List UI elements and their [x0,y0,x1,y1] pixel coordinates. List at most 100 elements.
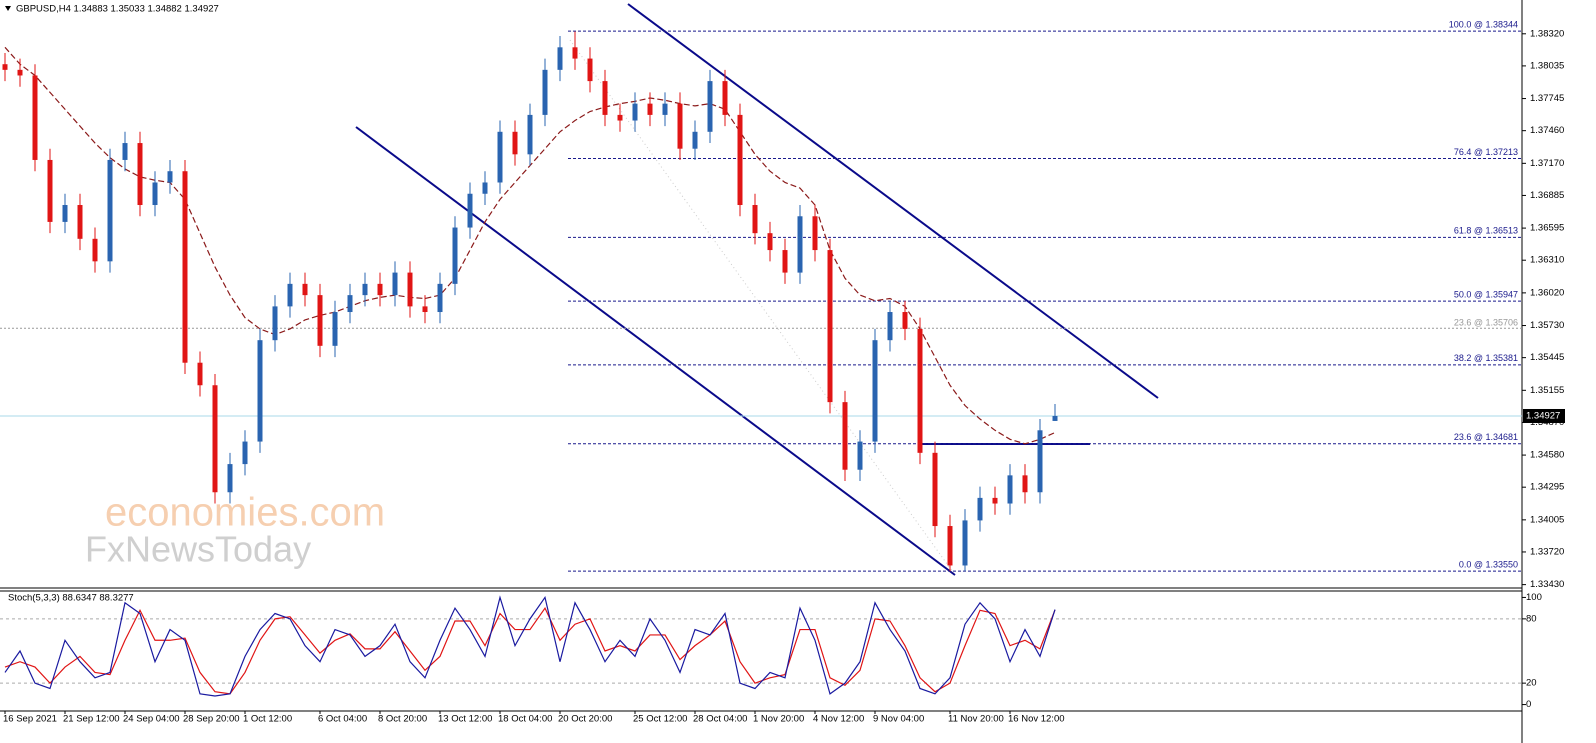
candle-body [302,283,308,296]
y-tick-label: 1.34580 [1530,450,1564,461]
candle-body [77,205,83,239]
candle-body [752,205,758,234]
candle-body [347,295,353,313]
x-tick-label: 6 Oct 04:00 [318,714,367,725]
candle-body [272,306,278,341]
candle-body [197,362,203,386]
x-tick-label: 20 Oct 20:00 [558,714,612,725]
y-tick-label: 1.35155 [1530,385,1564,396]
indicator-header: Stoch(5,3,3) 88.6347 88.3277 [8,593,134,604]
y-tick-label: 1.33430 [1530,579,1564,590]
candle-body [632,103,638,121]
y-tick-label: 1.38320 [1530,28,1564,39]
fib-label: 100.0 @ 1.38344 [1449,19,1518,29]
candle-body [572,47,578,59]
candle-body [512,131,518,155]
y-tick-label: 1.35445 [1530,352,1564,363]
candle-body [797,216,803,273]
candle-body [422,306,428,313]
stoch-d-line [4,606,1056,695]
stoch-k-line [4,595,1056,697]
symbol-header: GBPUSD,H4 1.34883 1.35033 1.34882 1.3492… [16,4,219,15]
x-tick-label: 16 Sep 2021 [3,714,57,725]
candle-body [47,159,53,222]
candle-body [857,441,863,470]
candle-body [887,312,893,341]
candle-body [92,238,98,262]
candle-body [617,114,623,121]
fib-label: 23.6 @ 1.35706 [1454,318,1518,328]
candle-body [257,340,263,442]
candle-body [392,272,398,296]
current-price-box [1523,408,1565,423]
candle-body [692,131,698,149]
candle-body [107,159,113,262]
candle-body [917,328,923,453]
candle-body [452,227,458,284]
candle-body [1052,415,1058,421]
channel-upper [627,3,1159,399]
candle-body [1022,475,1028,493]
current-price-label: 1.34927 [1526,411,1560,422]
candle-body [932,452,938,527]
fib-label: 61.8 @ 1.36513 [1454,226,1518,236]
candle-body [947,526,953,566]
candle-body [902,312,908,329]
candle-body [767,233,773,251]
candle-body [227,464,233,493]
menu-arrow [5,6,11,11]
candle-body [722,81,728,115]
y-tick-label: 1.36595 [1530,223,1564,234]
y-tick-label: 20 [1526,678,1537,689]
candle-body [842,402,848,470]
x-tick-label: 28 Oct 04:00 [693,714,747,725]
candle-body [137,143,143,206]
candle-body [962,520,968,566]
candle-body [32,75,38,160]
y-tick-label: 1.37170 [1530,158,1564,169]
y-tick-label: 1.34005 [1530,514,1564,525]
y-tick-label: 1.36020 [1530,287,1564,298]
y-tick-label: 1.35730 [1530,320,1564,331]
candle-body [182,171,188,363]
y-tick-label: 1.37460 [1530,125,1564,136]
x-tick-label: 25 Oct 12:00 [633,714,687,725]
fib-label: 76.4 @ 1.37213 [1454,147,1518,157]
y-tick-label: 1.38035 [1530,60,1564,71]
fib-label: 38.2 @ 1.35381 [1454,353,1518,363]
candle-body [872,340,878,442]
channel-lower [355,126,956,576]
x-tick-label: 4 Nov 12:00 [813,714,864,725]
candle-body [812,216,818,251]
candle-body [677,103,683,149]
watermark: economies.com [105,491,385,535]
x-tick-label: 16 Nov 12:00 [1008,714,1065,725]
candle-body [587,58,593,82]
candle-body [977,497,983,521]
candle-body [467,193,473,228]
candle-body [527,114,533,155]
x-tick-label: 1 Oct 12:00 [243,714,292,725]
candle-body [482,182,488,194]
x-tick-label: 18 Oct 04:00 [498,714,552,725]
candle-body [557,47,563,70]
candle-body [437,283,443,313]
candle-body [647,103,653,115]
candle-body [122,143,128,160]
candle-body [1037,430,1043,493]
candle-body [707,81,713,132]
candle-body [212,385,218,493]
x-tick-label: 13 Oct 12:00 [438,714,492,725]
fib-label: 0.0 @ 1.33550 [1459,559,1518,569]
candle-body [362,283,368,296]
x-tick-label: 28 Sep 20:00 [183,714,240,725]
candle-body [497,131,503,183]
candle-body [737,114,743,206]
candle-body [332,312,338,346]
candle-body [827,250,833,403]
candle-body [152,182,158,206]
y-tick-label: 1.34295 [1530,482,1564,493]
fib-label: 23.6 @ 1.34681 [1454,432,1518,442]
